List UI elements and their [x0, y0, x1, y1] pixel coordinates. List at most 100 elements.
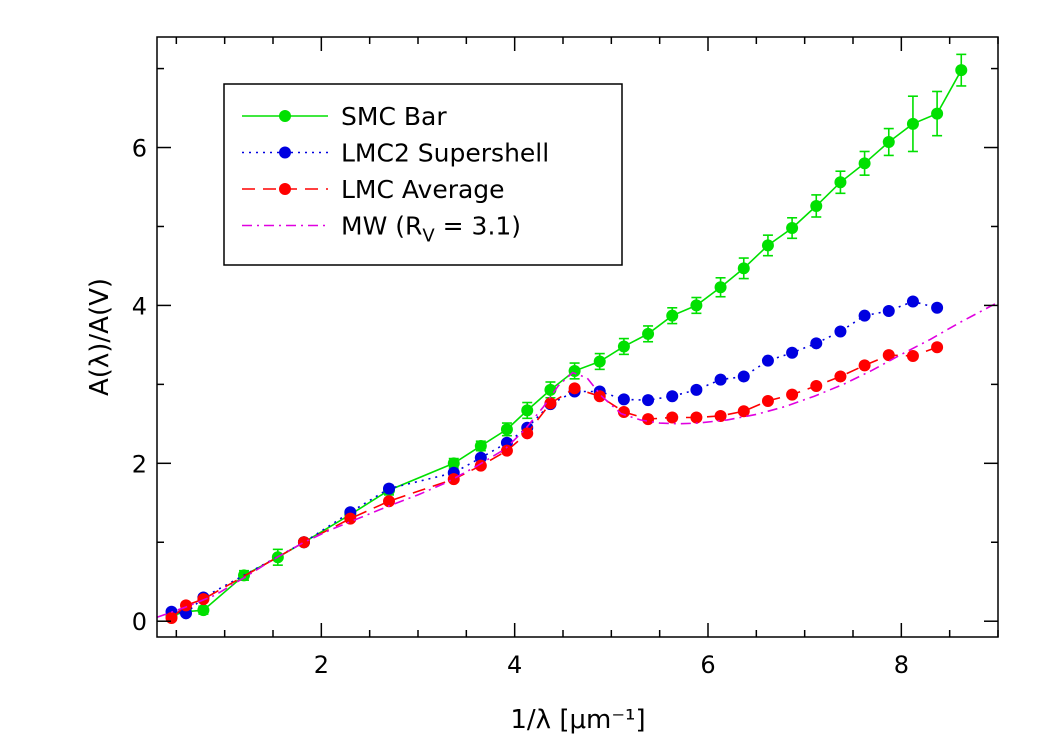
plot-frame: [156, 36, 999, 638]
data-point: [714, 409, 727, 422]
series-lmc2-supershell: [165, 295, 944, 620]
legend-item: MW (RV = 3.1): [242, 212, 521, 247]
series-mw-r-v-3-1: [156, 301, 999, 619]
data-point: [858, 157, 871, 170]
data-point: [834, 370, 847, 383]
y-axis-title: A(λ)/A(V): [85, 278, 115, 396]
data-point: [447, 457, 460, 470]
data-point: [714, 373, 727, 386]
data-point: [593, 390, 606, 403]
legend: SMC Bar LMC2 Supershell LMC Average MW (RV …: [223, 83, 623, 266]
legend-label: LMC2 Supershell: [341, 139, 549, 168]
data-point: [568, 382, 581, 395]
data-point: [544, 397, 557, 410]
x-axis-title: 1/λ [μm⁻¹]: [510, 705, 645, 735]
data-point: [666, 309, 679, 322]
data-point: [737, 262, 750, 275]
data-point: [931, 107, 944, 120]
legend-label: LMC Average: [341, 175, 505, 204]
data-point: [786, 388, 799, 401]
legend-label: MW (RV = 3.1): [341, 212, 521, 247]
legend-item: SMC Bar: [242, 102, 447, 131]
series-line: [156, 301, 999, 619]
data-point: [737, 370, 750, 383]
data-point: [521, 427, 534, 440]
data-point: [810, 337, 823, 350]
legend-item: LMC2 Supershell: [242, 139, 549, 168]
x-tick-label: 6: [700, 651, 715, 679]
data-point: [500, 444, 513, 457]
legend-label-text: MW (R: [341, 212, 422, 241]
data-point: [786, 222, 799, 235]
data-point: [786, 346, 799, 359]
data-point: [690, 299, 703, 312]
data-point: [474, 439, 487, 452]
x-tick-label: 2: [314, 651, 329, 679]
data-point: [383, 495, 395, 508]
data-point: [165, 612, 178, 625]
legend-item: LMC Average: [242, 175, 505, 204]
y-tick-label: 2: [132, 450, 147, 478]
data-point: [858, 359, 871, 372]
data-point: [642, 327, 655, 340]
data-point: [666, 390, 679, 403]
data-point: [642, 394, 655, 407]
y-tick-label: 6: [132, 135, 147, 163]
data-point: [297, 536, 310, 549]
data-point: [761, 394, 774, 407]
data-point: [858, 309, 871, 322]
y-tick-label: 0: [132, 608, 147, 636]
data-point: [810, 199, 823, 212]
axes: 2 4 6 8 0 2 4 6: [132, 36, 999, 679]
data-point: [617, 406, 630, 418]
data-point: [690, 383, 703, 396]
data-point: [955, 64, 968, 77]
data-point: [344, 512, 357, 525]
series-lmc-average: [165, 341, 944, 625]
y-tick-label: 4: [132, 292, 147, 320]
data-point: [447, 473, 460, 486]
data-point: [714, 281, 727, 294]
data-point: [737, 405, 750, 418]
data-point: [761, 354, 774, 367]
data-point: [882, 304, 895, 317]
legend-label-subscript: V: [422, 226, 435, 247]
data-point: [544, 383, 557, 396]
data-point: [931, 301, 944, 314]
data-point: [761, 239, 774, 252]
data-point: [666, 411, 679, 424]
data-point: [383, 482, 395, 495]
data-point: [882, 136, 895, 148]
data-point: [593, 355, 606, 368]
data-point: [521, 404, 534, 417]
data-point: [180, 599, 192, 612]
series-line: [171, 300, 938, 615]
legend-label-suffix: = 3.1): [435, 212, 521, 241]
x-tick-label: 8: [894, 651, 909, 679]
data-point: [810, 379, 823, 392]
data-point: [474, 459, 487, 472]
data-point: [690, 411, 703, 424]
x-tick-label: 4: [507, 651, 522, 679]
data-point: [642, 413, 655, 426]
data-point: [617, 393, 630, 406]
legend-marker: [279, 183, 291, 195]
legend-label-text: LMC2 Supershell: [341, 139, 549, 168]
legend-label-text: LMC Average: [341, 175, 505, 204]
legend-label-text: SMC Bar: [341, 102, 447, 131]
data-point: [197, 604, 210, 617]
data-point: [931, 341, 944, 354]
data-point: [834, 176, 847, 189]
data-point: [882, 349, 895, 362]
series-line: [170, 346, 938, 619]
data-point: [617, 340, 630, 353]
plot-area: [156, 53, 999, 625]
data-point: [906, 117, 919, 130]
data-point: [834, 325, 847, 338]
data-point: [500, 423, 513, 436]
legend-label: SMC Bar: [341, 102, 447, 131]
legend-marker: [279, 110, 291, 122]
legend-marker: [279, 146, 291, 159]
data-point: [906, 349, 919, 362]
